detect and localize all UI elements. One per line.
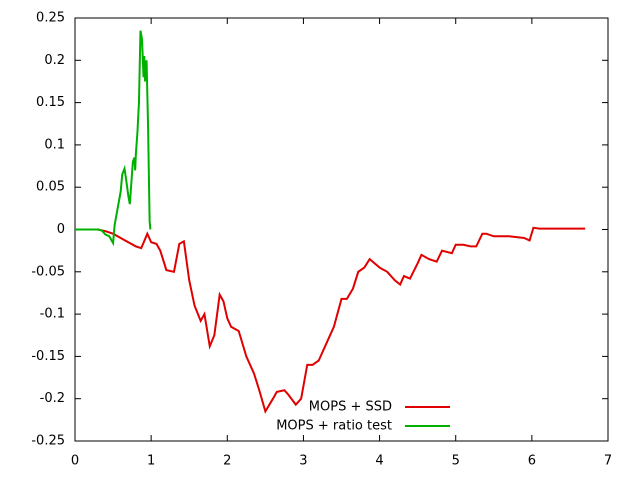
series-line [75,30,152,247]
series-line [75,226,586,414]
x-tick-label: 4 [375,454,383,469]
y-tick-label: 0.15 [36,95,65,110]
legend-label: MOPS + SSD [309,400,392,415]
y-tick-label: 0.2 [44,53,65,68]
y-tick-label: 0.25 [36,11,65,26]
y-tick-label: 0.05 [36,180,65,195]
legend-label: MOPS + ratio test [276,419,392,434]
x-tick-label: 6 [528,454,536,469]
plot-border [74,17,609,442]
y-tick-label: 0 [57,222,65,237]
y-tick-label: -0.25 [31,434,65,449]
y-tick-label: -0.05 [31,264,65,279]
x-tick-label: 5 [452,454,460,469]
y-tick-label: -0.2 [40,391,65,406]
x-tick-label: 0 [71,454,79,469]
y-tick-label: -0.1 [40,307,65,322]
x-tick-label: 7 [604,454,612,469]
y-tick-label: -0.15 [31,349,65,364]
x-tick-label: 2 [223,454,231,469]
x-tick-label: 1 [147,454,155,469]
y-tick-label: 0.1 [44,137,65,152]
x-tick-label: 3 [299,454,307,469]
